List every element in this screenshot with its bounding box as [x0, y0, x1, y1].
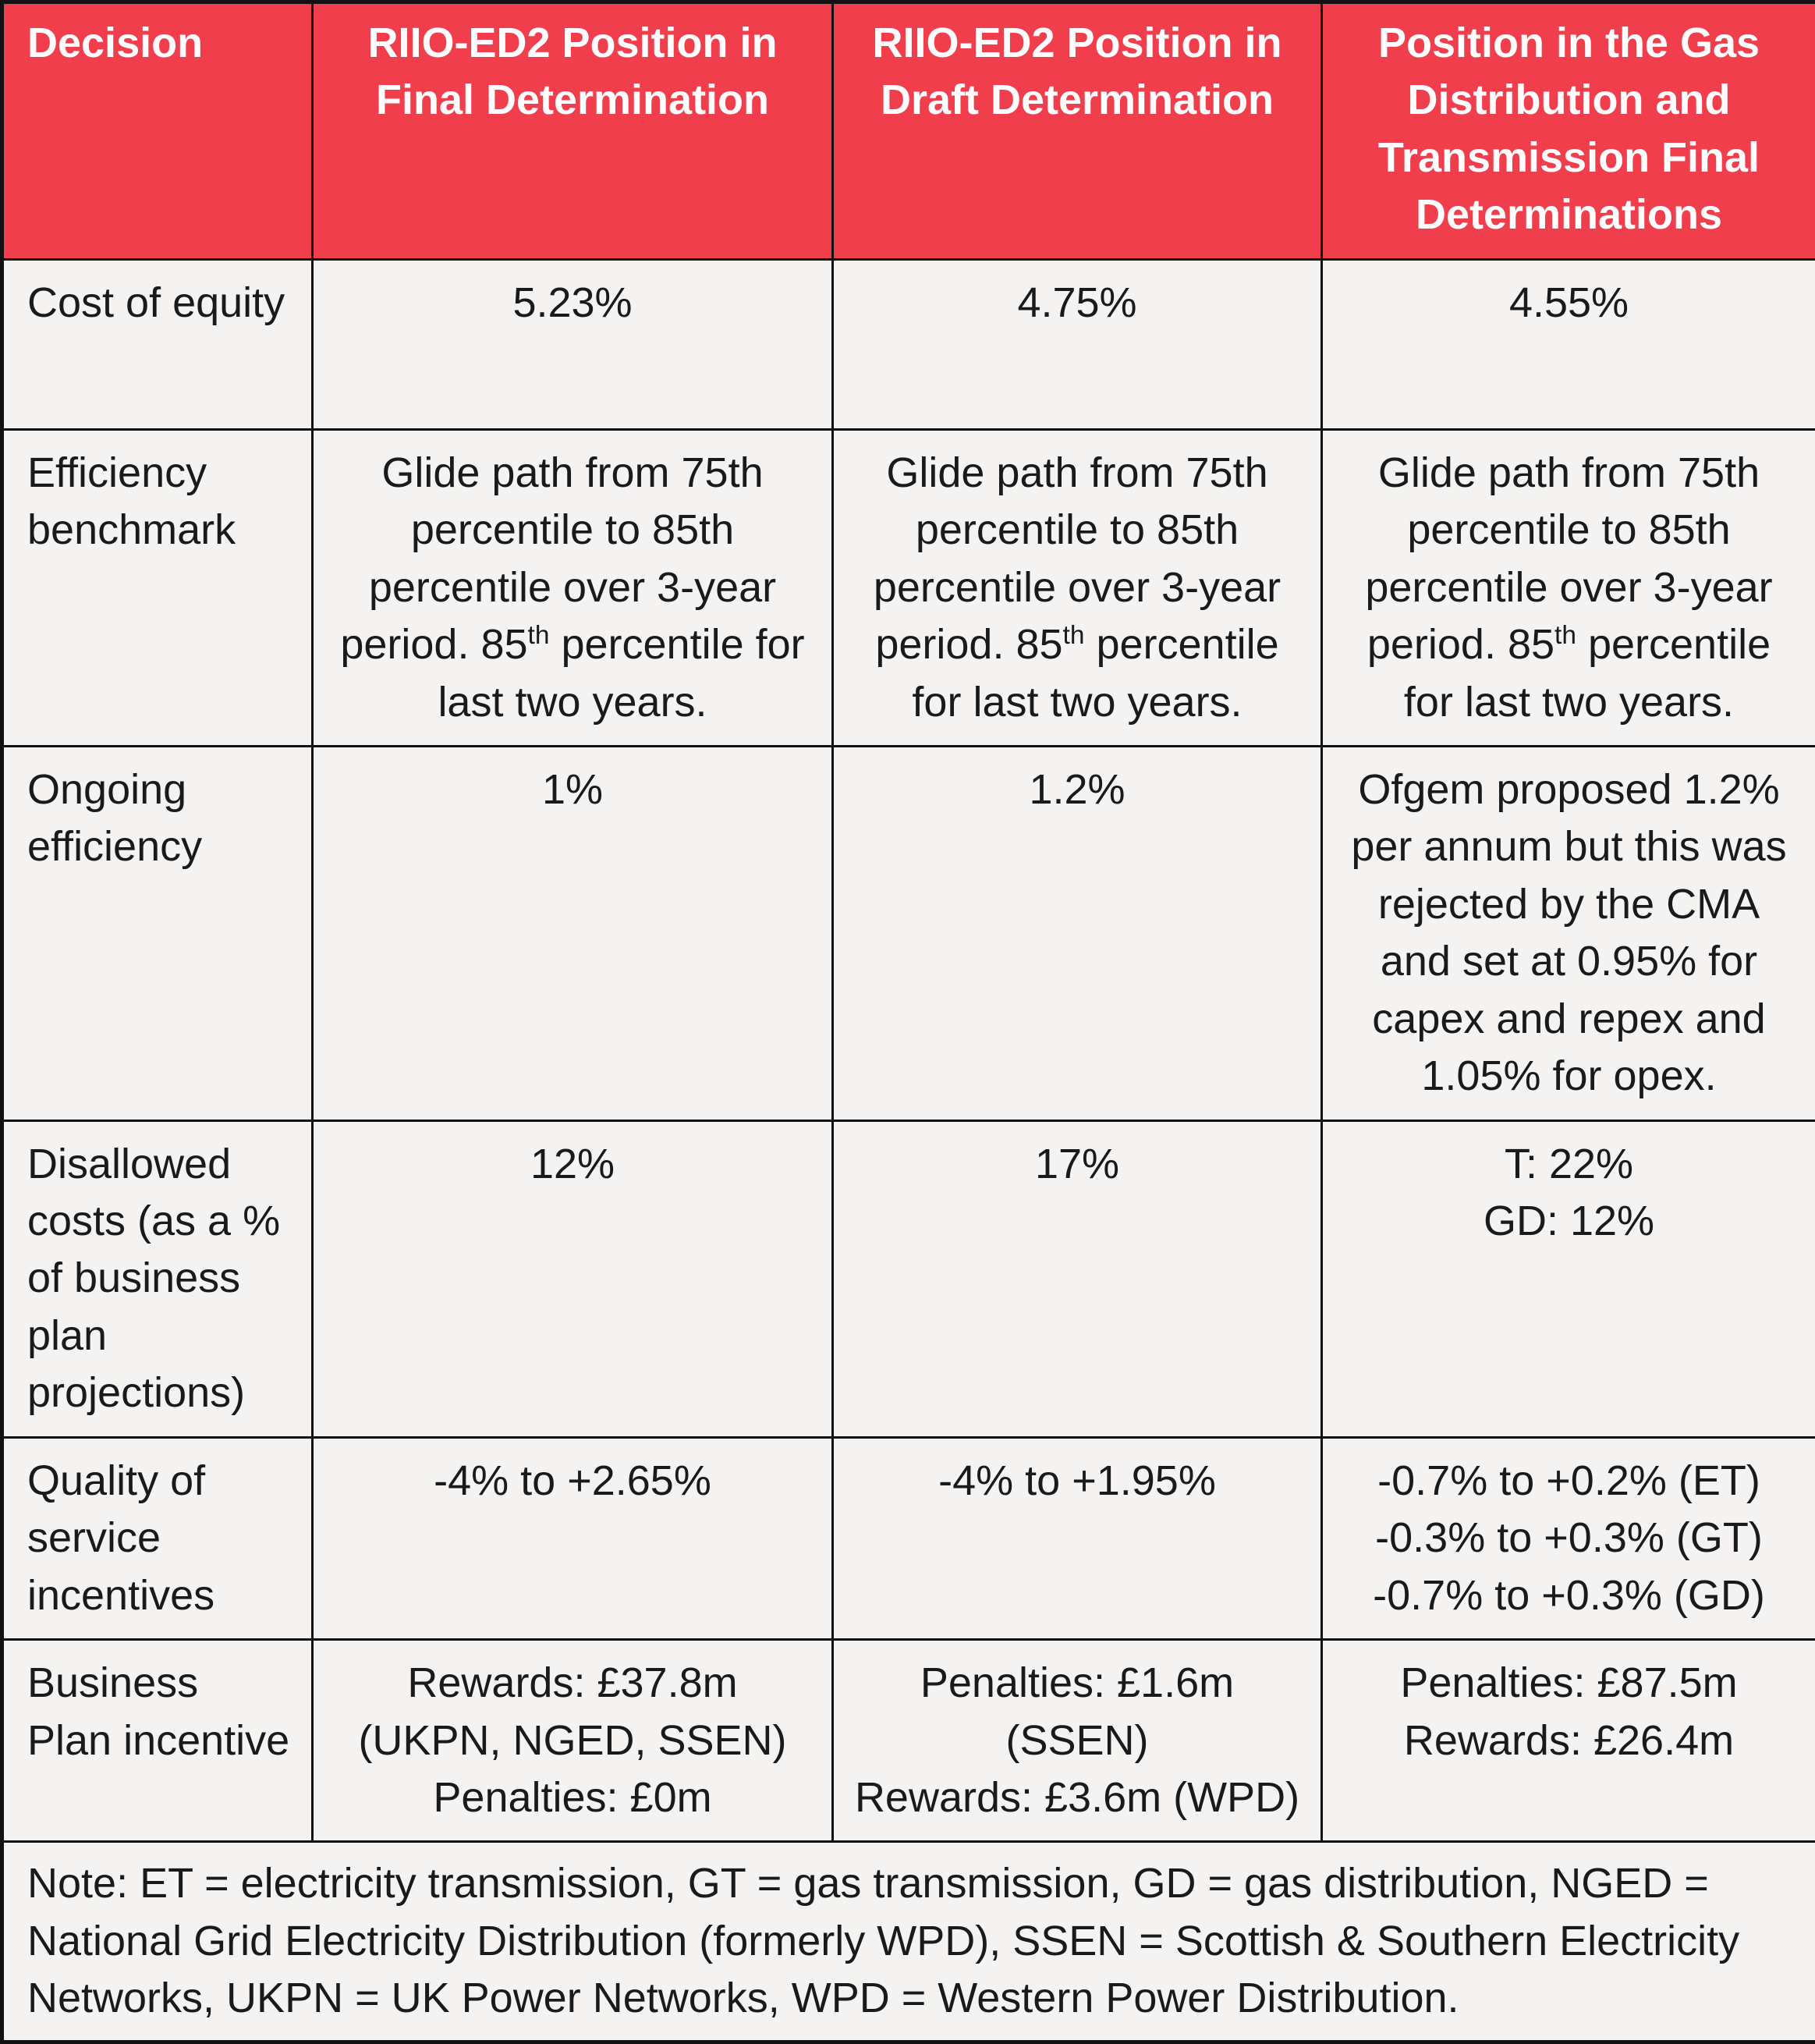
table-row: Cost of equity 5.23% 4.75% 4.55% [2, 259, 1815, 429]
cell-business-plan-incentive-draft: Penalties: £1.6m (SSEN) Rewards: £3.6m (… [833, 1640, 1322, 1842]
header-final-determination: RIIO-ED2 Position in Final Determination [313, 2, 833, 260]
cell-disallowed-costs-gas: T: 22% GD: 12% [1322, 1120, 1815, 1437]
row-label-disallowed-costs: Disallowed costs (as a % of business pla… [2, 1120, 313, 1437]
table-row: Business Plan incentive Rewards: £37.8m … [2, 1640, 1815, 1842]
row-label-quality-of-service: Quality of service incentives [2, 1437, 313, 1639]
cell-business-plan-incentive-gas: Penalties: £87.5m Rewards: £26.4m [1322, 1640, 1815, 1842]
cell-quality-of-service-draft: -4% to +1.95% [833, 1437, 1322, 1639]
cell-ongoing-efficiency-draft: 1.2% [833, 746, 1322, 1120]
cell-ongoing-efficiency-gas: Ofgem proposed 1.2% per annum but this w… [1322, 746, 1815, 1120]
table-row: Ongoing efficiency 1% 1.2% Ofgem propose… [2, 746, 1815, 1120]
table-header-row: Decision RIIO-ED2 Position in Final Dete… [2, 2, 1815, 260]
row-label-business-plan-incentive: Business Plan incentive [2, 1640, 313, 1842]
table-row: Efficiency benchmark Glide path from 75t… [2, 429, 1815, 746]
table-note: Note: ET = electricity transmission, GT … [2, 1842, 1815, 2042]
table-note-row: Note: ET = electricity transmission, GT … [2, 1842, 1815, 2042]
cell-disallowed-costs-final: 12% [313, 1120, 833, 1437]
cell-cost-of-equity-draft: 4.75% [833, 259, 1322, 429]
cell-business-plan-incentive-final: Rewards: £37.8m (UKPN, NGED, SSEN) Penal… [313, 1640, 833, 1842]
cell-quality-of-service-final: -4% to +2.65% [313, 1437, 833, 1639]
cell-ongoing-efficiency-final: 1% [313, 746, 833, 1120]
row-label-ongoing-efficiency: Ongoing efficiency [2, 746, 313, 1120]
cell-efficiency-benchmark-final: Glide path from 75th percentile to 85th … [313, 429, 833, 746]
cell-cost-of-equity-final: 5.23% [313, 259, 833, 429]
table-row: Disallowed costs (as a % of business pla… [2, 1120, 1815, 1437]
header-gas-determinations: Position in the Gas Distribution and Tra… [1322, 2, 1815, 260]
header-draft-determination: RIIO-ED2 Position in Draft Determination [833, 2, 1322, 260]
cell-efficiency-benchmark-gas: Glide path from 75th percentile to 85th … [1322, 429, 1815, 746]
cell-quality-of-service-gas: -0.7% to +0.2% (ET) -0.3% to +0.3% (GT) … [1322, 1437, 1815, 1639]
cell-disallowed-costs-draft: 17% [833, 1120, 1322, 1437]
row-label-efficiency-benchmark: Efficiency benchmark [2, 429, 313, 746]
row-label-cost-of-equity: Cost of equity [2, 259, 313, 429]
cell-efficiency-benchmark-draft: Glide path from 75th percentile to 85th … [833, 429, 1322, 746]
cell-cost-of-equity-gas: 4.55% [1322, 259, 1815, 429]
table-row: Quality of service incentives -4% to +2.… [2, 1437, 1815, 1639]
header-decision: Decision [2, 2, 313, 260]
